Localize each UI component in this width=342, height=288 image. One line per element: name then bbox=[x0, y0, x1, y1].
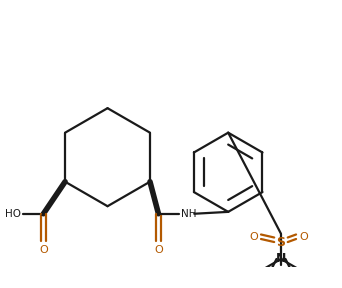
Text: N: N bbox=[276, 253, 286, 266]
Text: O: O bbox=[249, 232, 258, 242]
Polygon shape bbox=[42, 182, 65, 216]
Text: NH: NH bbox=[181, 209, 197, 219]
Text: O: O bbox=[39, 245, 48, 255]
Text: O: O bbox=[299, 232, 308, 242]
Text: O: O bbox=[154, 245, 163, 255]
Text: HO: HO bbox=[5, 209, 21, 219]
Text: S: S bbox=[276, 236, 286, 249]
